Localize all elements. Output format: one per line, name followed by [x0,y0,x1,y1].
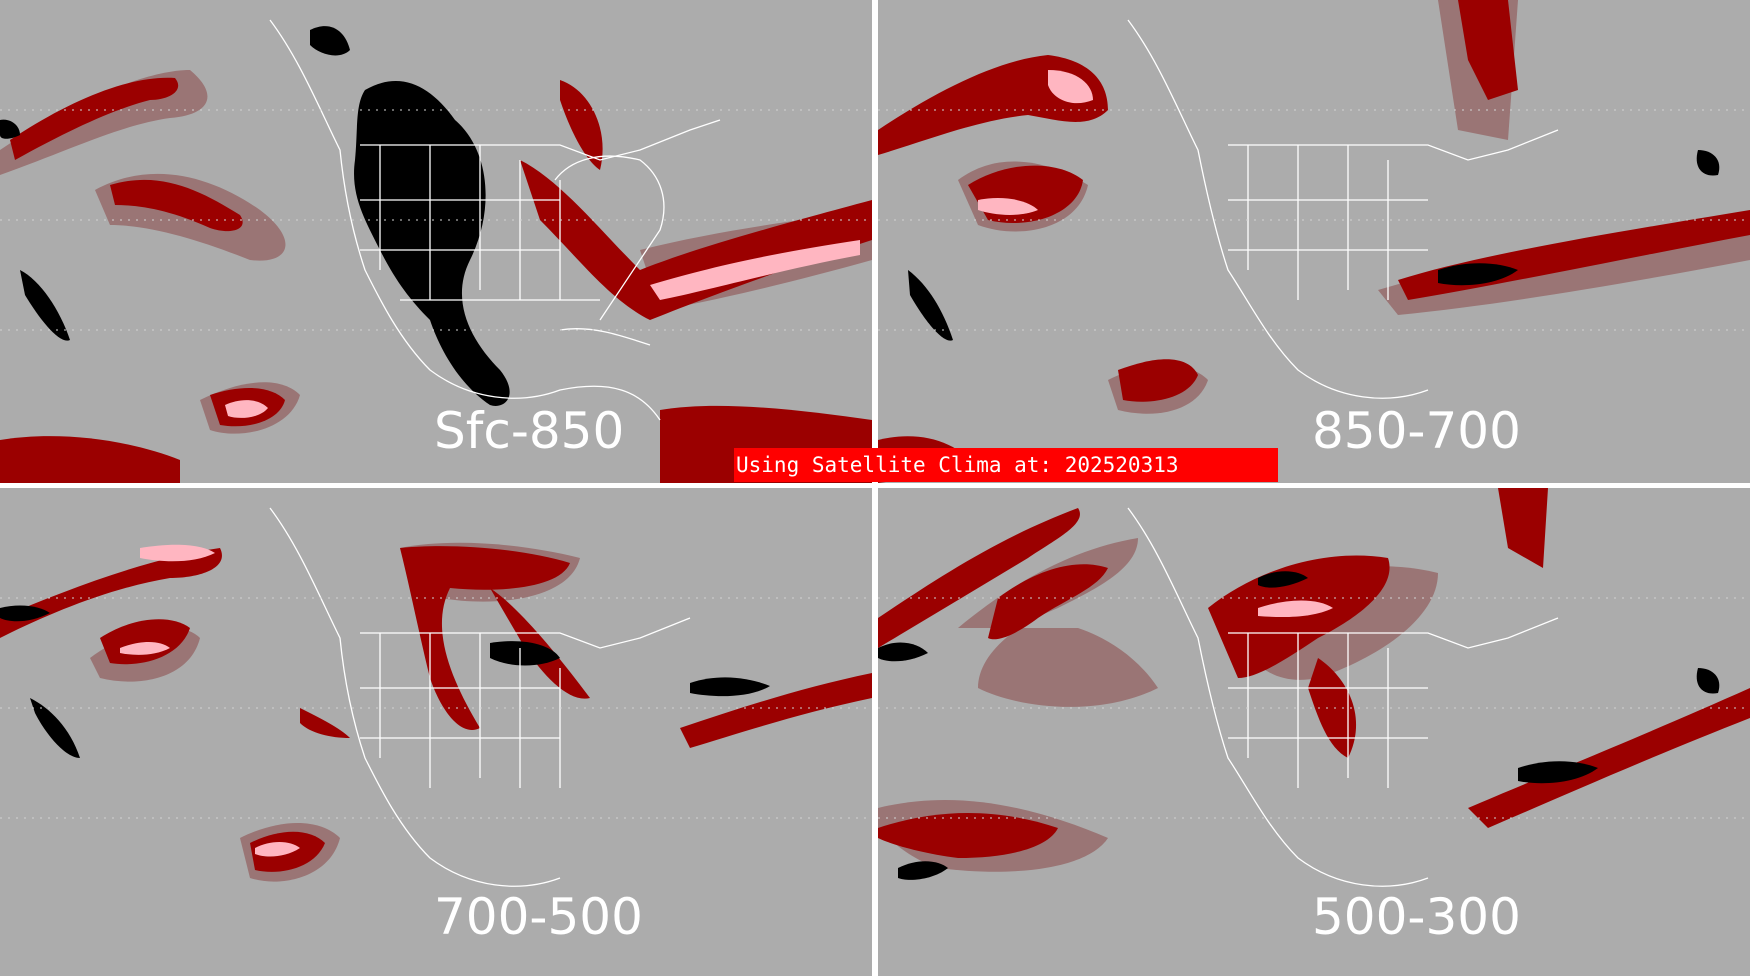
panel-label-850-700: 850-700 [1312,402,1521,460]
panel-label-500-300: 500-300 [1312,888,1521,946]
map-700-500 [0,507,872,887]
panel-label-sfc-850: Sfc-850 [434,402,625,460]
panel-700-500: 700-500 [0,488,872,976]
panel-500-300: 500-300 [878,488,1750,976]
satellite-clima-banner: Using Satellite Clima at: 202520313 [734,448,1278,482]
panel-label-700-500: 700-500 [434,888,643,946]
panel-sfc-850: Sfc-850 [0,0,872,483]
panel-850-700: 850-700 [878,0,1750,483]
map-500-300 [878,488,1750,887]
